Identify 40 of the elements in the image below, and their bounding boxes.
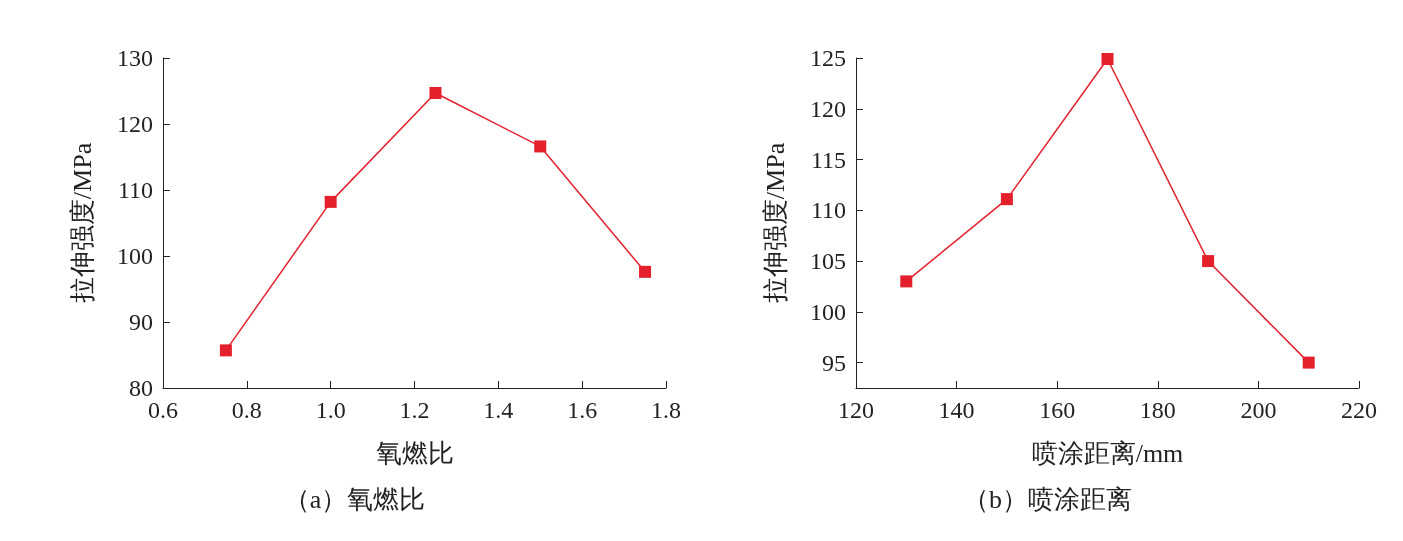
- x-axis-title: 氧燃比: [375, 438, 454, 468]
- x-tick-label: 1.0: [315, 397, 346, 423]
- point: [324, 195, 337, 208]
- x-tick-label: 200: [1240, 397, 1277, 423]
- point: [1202, 255, 1215, 268]
- y-tick-label: 110: [117, 177, 153, 203]
- point: [1101, 53, 1114, 66]
- y-tick-label: 95: [822, 349, 846, 376]
- y-tick-label: 125: [810, 45, 846, 71]
- point: [219, 344, 232, 357]
- point: [900, 275, 913, 288]
- text: （a）氧燃比: [283, 484, 426, 514]
- y-tick-label: 100: [117, 243, 153, 269]
- x-tick-label: 220: [1341, 397, 1377, 423]
- y-axis-title: 拉伸强度/MPa: [67, 142, 97, 304]
- y-axis-title: 拉伸强度/MPa: [760, 142, 790, 304]
- x-axis-title: 喷涂距离/mm: [1031, 438, 1184, 468]
- point: [1302, 356, 1315, 369]
- y-tick-label: 120: [117, 111, 153, 137]
- y-tick-label: 105: [810, 248, 846, 275]
- x-tick-label: 1.8: [651, 397, 681, 423]
- text: （b）喷涂距离: [963, 484, 1132, 514]
- x-tick-label: 1.6: [567, 397, 598, 423]
- x-tick-label: 1.4: [483, 397, 514, 423]
- y-tick-label: 110: [810, 197, 846, 224]
- y-tick-label: 100: [810, 298, 846, 325]
- x-tick-label: 160: [1039, 397, 1076, 423]
- x-tick-label: 180: [1139, 397, 1176, 423]
- point: [429, 86, 442, 99]
- y-tick-label: 120: [810, 95, 846, 122]
- point: [639, 265, 652, 278]
- y-tick-label: 90: [129, 309, 153, 335]
- y-tick-label: 115: [810, 146, 846, 173]
- x-tick-label: 140: [938, 397, 975, 423]
- x-tick-label: 120: [838, 397, 874, 423]
- point: [534, 140, 547, 153]
- x-tick-label: 0.8: [231, 397, 262, 423]
- x-tick-label: 1.2: [399, 397, 430, 423]
- y-tick-label: 130: [117, 45, 153, 71]
- point: [1000, 193, 1013, 206]
